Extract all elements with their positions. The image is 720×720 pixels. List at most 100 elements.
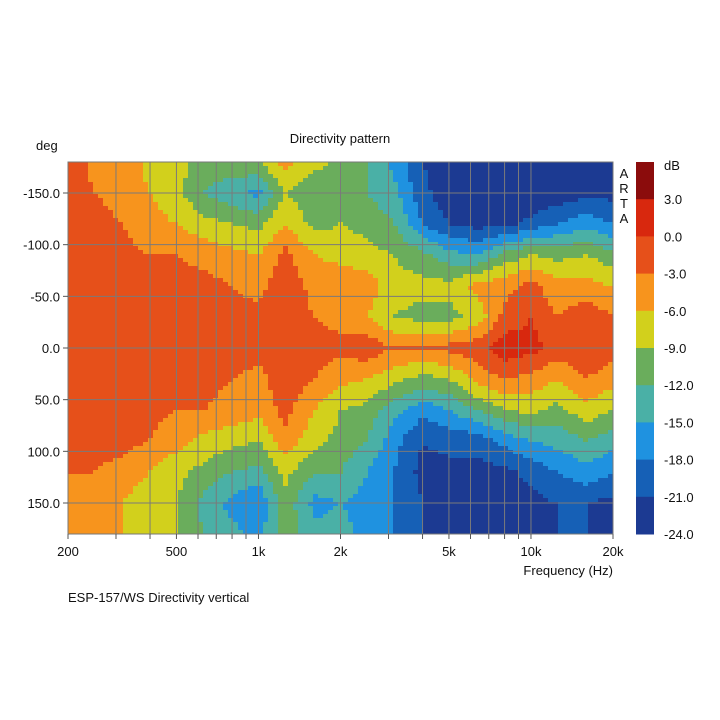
heatmap-cell: [98, 314, 104, 319]
heatmap-cell: [268, 298, 274, 303]
heatmap-cell: [488, 210, 494, 215]
heatmap-cell: [443, 230, 449, 235]
heatmap-cell: [393, 210, 399, 215]
heatmap-cell: [573, 306, 579, 311]
heatmap-cell: [188, 318, 194, 323]
heatmap-cell: [133, 198, 139, 203]
heatmap-cell: [298, 330, 304, 335]
heatmap-cell: [398, 186, 404, 191]
heatmap-cell: [188, 186, 194, 191]
heatmap-cell: [378, 222, 384, 227]
heatmap-cell: [218, 262, 224, 267]
heatmap-cell: [548, 210, 554, 215]
heatmap-cell: [538, 214, 544, 219]
heatmap-cell: [443, 266, 449, 271]
heatmap-cell: [578, 278, 584, 283]
heatmap-cell: [433, 274, 439, 279]
heatmap-cell: [388, 162, 394, 167]
heatmap-cell: [483, 194, 489, 199]
heatmap-cell: [473, 170, 479, 175]
heatmap-cell: [83, 290, 89, 295]
heatmap-cell: [143, 274, 149, 279]
heatmap-cell: [168, 330, 174, 335]
heatmap-cell: [103, 254, 109, 259]
heatmap-cell: [193, 342, 199, 347]
heatmap-cell: [73, 310, 79, 315]
heatmap-cell: [238, 214, 244, 219]
heatmap-cell: [328, 178, 334, 183]
heatmap-cell: [188, 206, 194, 211]
heatmap-cell: [93, 226, 99, 231]
heatmap-cell: [178, 262, 184, 267]
heatmap-cell: [183, 250, 189, 255]
heatmap-cell: [153, 234, 159, 239]
heatmap-cell: [233, 322, 239, 327]
heatmap-cell: [518, 206, 524, 211]
heatmap-cell: [153, 270, 159, 275]
heatmap-cell: [118, 206, 124, 211]
heatmap-cell: [213, 310, 219, 315]
heatmap-cell: [333, 302, 339, 307]
heatmap-cell: [183, 334, 189, 339]
heatmap-cell: [183, 274, 189, 279]
heatmap-cell: [573, 166, 579, 171]
heatmap-cell: [68, 286, 74, 291]
heatmap-cell: [323, 302, 329, 307]
heatmap-cell: [73, 298, 79, 303]
heatmap-cell: [208, 202, 214, 207]
heatmap-cell: [273, 226, 279, 231]
heatmap-cell: [583, 286, 589, 291]
heatmap-cell: [268, 226, 274, 231]
heatmap-cell: [168, 230, 174, 235]
heatmap-cell: [488, 314, 494, 319]
heatmap-cell: [433, 262, 439, 267]
heatmap-cell: [363, 282, 369, 287]
heatmap-cell: [433, 290, 439, 295]
heatmap-cell: [293, 174, 299, 179]
heatmap-cell: [208, 194, 214, 199]
heatmap-cell: [333, 314, 339, 319]
heatmap-cell: [498, 314, 504, 319]
heatmap-cell: [518, 310, 524, 315]
heatmap-cell: [608, 338, 614, 343]
heatmap-cell: [153, 182, 159, 187]
heatmap-cell: [293, 298, 299, 303]
heatmap-cell: [88, 318, 94, 323]
heatmap-cell: [283, 278, 289, 283]
heatmap-cell: [323, 298, 329, 303]
heatmap-cell: [208, 278, 214, 283]
heatmap-cell: [183, 246, 189, 251]
heatmap-cell: [203, 282, 209, 287]
heatmap-cell: [388, 218, 394, 223]
heatmap-cell: [293, 342, 299, 347]
heatmap-cell: [423, 334, 429, 339]
heatmap-cell: [328, 334, 334, 339]
heatmap-cell: [298, 326, 304, 331]
heatmap-cell: [348, 250, 354, 255]
heatmap-cell: [173, 250, 179, 255]
heatmap-cell: [183, 314, 189, 319]
heatmap-cell: [418, 306, 424, 311]
heatmap-cell: [358, 306, 364, 311]
heatmap-cell: [448, 278, 454, 283]
heatmap-cell: [268, 246, 274, 251]
heatmap-cell: [278, 238, 284, 243]
heatmap-cell: [313, 198, 319, 203]
heatmap-cell: [123, 258, 129, 263]
heatmap-cell: [223, 286, 229, 291]
heatmap-cell: [583, 282, 589, 287]
heatmap-cell: [463, 246, 469, 251]
heatmap-cell: [363, 166, 369, 171]
heatmap-cell: [438, 246, 444, 251]
heatmap-cell: [278, 166, 284, 171]
heatmap-cell: [483, 218, 489, 223]
heatmap-cell: [553, 190, 559, 195]
heatmap-cell: [378, 186, 384, 191]
heatmap-cell: [183, 254, 189, 259]
heatmap-cell: [163, 222, 169, 227]
heatmap-cell: [93, 222, 99, 227]
heatmap-cell: [508, 290, 514, 295]
heatmap-cell: [363, 262, 369, 267]
heatmap-cell: [403, 182, 409, 187]
heatmap-cell: [88, 342, 94, 347]
